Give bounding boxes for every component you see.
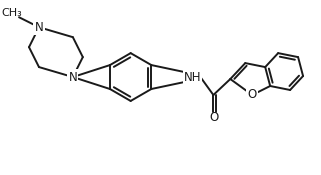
Text: CH₃: CH₃ — [2, 8, 22, 18]
Text: O: O — [247, 89, 257, 101]
Text: O: O — [210, 111, 219, 124]
Text: N: N — [68, 71, 77, 83]
Text: N: N — [35, 21, 43, 34]
Text: NH: NH — [184, 71, 201, 83]
Text: NH: NH — [184, 71, 201, 83]
Text: O: O — [247, 89, 257, 101]
Text: N: N — [68, 71, 77, 83]
Text: N: N — [35, 21, 43, 34]
